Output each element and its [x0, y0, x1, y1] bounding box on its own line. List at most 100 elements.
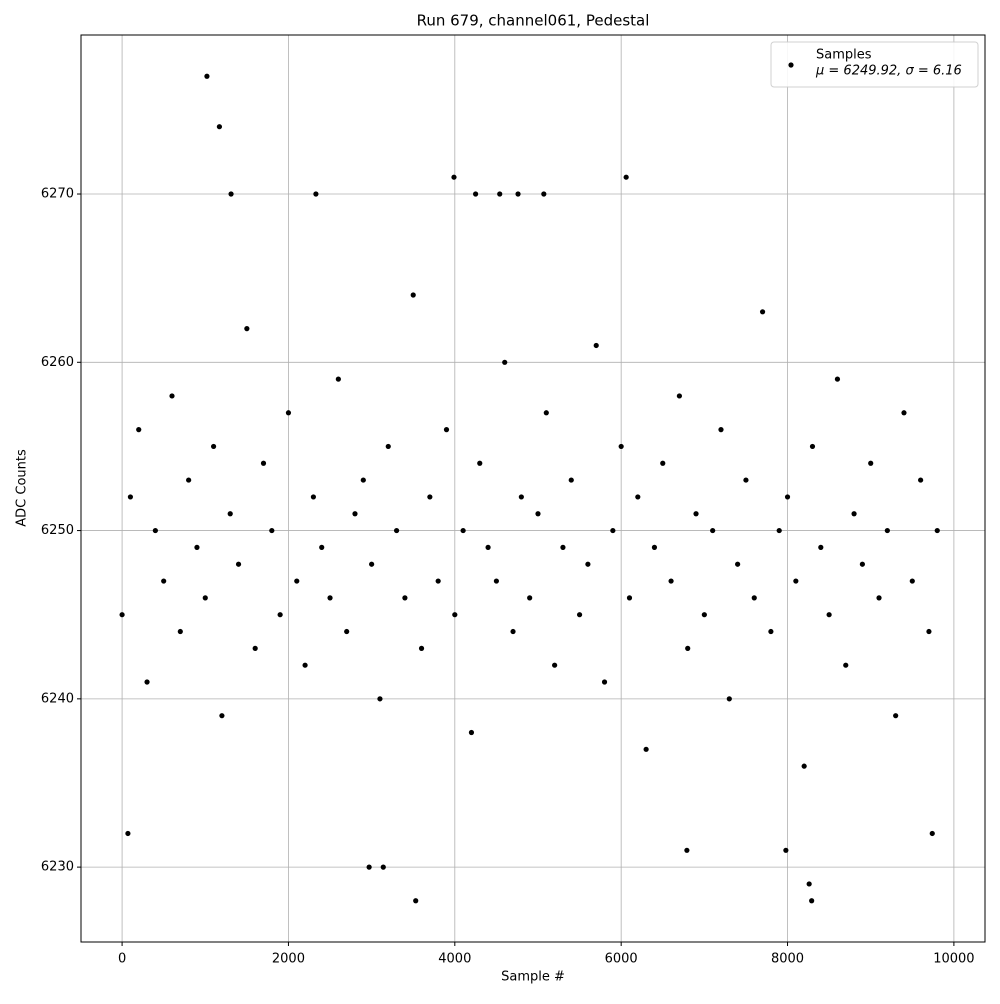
- point: [194, 544, 200, 550]
- point: [635, 494, 641, 500]
- point: [527, 595, 533, 601]
- point: [485, 544, 491, 550]
- point: [452, 612, 458, 618]
- point: [784, 494, 791, 500]
- point: [543, 410, 549, 416]
- point: [227, 511, 233, 517]
- point: [743, 477, 749, 483]
- point: [868, 460, 874, 466]
- point: [202, 595, 208, 601]
- point: [884, 527, 890, 534]
- point: [759, 309, 766, 315]
- point: [684, 847, 690, 853]
- point: [801, 763, 807, 769]
- point: [219, 713, 225, 719]
- point: [136, 427, 142, 433]
- point: [366, 864, 372, 870]
- point: [685, 645, 691, 651]
- point: [843, 662, 849, 668]
- point: [443, 427, 450, 433]
- point: [929, 830, 935, 837]
- point: [493, 578, 500, 584]
- point: [216, 124, 223, 130]
- point: [369, 561, 375, 567]
- point: [152, 527, 158, 534]
- point: [651, 544, 658, 550]
- point: [735, 561, 741, 567]
- point: [435, 578, 441, 584]
- legend-marker: [788, 62, 794, 68]
- point: [244, 326, 250, 332]
- point: [473, 191, 479, 197]
- point: [626, 595, 633, 601]
- point: [776, 527, 782, 534]
- point: [418, 645, 425, 651]
- x-axis-label: Sample #: [501, 970, 565, 985]
- point: [668, 578, 674, 584]
- point: [618, 443, 624, 450]
- point: [576, 612, 583, 618]
- point: [252, 645, 258, 651]
- point: [601, 679, 608, 685]
- point: [313, 191, 319, 197]
- point: [204, 73, 210, 79]
- point: [809, 443, 816, 450]
- x-tick-label: 6000: [605, 952, 638, 967]
- point: [751, 595, 757, 601]
- point: [335, 376, 341, 382]
- point: [710, 527, 716, 534]
- point: [497, 191, 503, 197]
- point: [235, 561, 242, 567]
- point: [593, 342, 599, 349]
- point: [269, 527, 275, 534]
- point: [377, 696, 383, 702]
- point: [451, 174, 457, 180]
- y-tick-label: 6230: [41, 860, 74, 875]
- point: [541, 191, 547, 197]
- point: [319, 544, 325, 550]
- x-tick-label: 10000: [933, 952, 974, 967]
- y-tick-label: 6240: [41, 691, 74, 706]
- point: [818, 544, 824, 550]
- point: [186, 477, 192, 483]
- point: [477, 460, 483, 466]
- point: [934, 527, 940, 534]
- point: [893, 713, 899, 719]
- point: [851, 511, 857, 517]
- point: [783, 847, 789, 853]
- point: [360, 477, 366, 483]
- point: [793, 578, 799, 584]
- point: [380, 864, 386, 870]
- point: [468, 729, 475, 736]
- chart-title: Run 679, channel061, Pedestal: [417, 12, 650, 30]
- point: [660, 460, 666, 466]
- y-tick-label: 6250: [41, 523, 74, 538]
- point: [826, 612, 832, 618]
- point: [726, 696, 732, 702]
- legend-label: Samples: [816, 48, 872, 63]
- point: [676, 393, 682, 399]
- legend-box: [770, 41, 979, 88]
- point: [876, 595, 882, 601]
- point: [260, 460, 267, 466]
- point: [119, 612, 125, 618]
- point: [701, 612, 707, 618]
- point: [718, 427, 724, 433]
- point: [302, 662, 308, 668]
- point: [410, 292, 416, 298]
- point: [460, 527, 466, 534]
- point: [926, 628, 932, 635]
- y-tick-label: 6260: [41, 355, 74, 370]
- point: [385, 443, 391, 450]
- point: [177, 628, 183, 635]
- point: [510, 628, 516, 635]
- point: [610, 527, 616, 534]
- point: [277, 612, 283, 618]
- x-tick-label: 0: [118, 952, 126, 967]
- point: [535, 511, 541, 517]
- point: [327, 595, 333, 601]
- point: [518, 494, 524, 500]
- plot-frame: [80, 34, 986, 943]
- point: [560, 544, 566, 550]
- point: [643, 746, 649, 752]
